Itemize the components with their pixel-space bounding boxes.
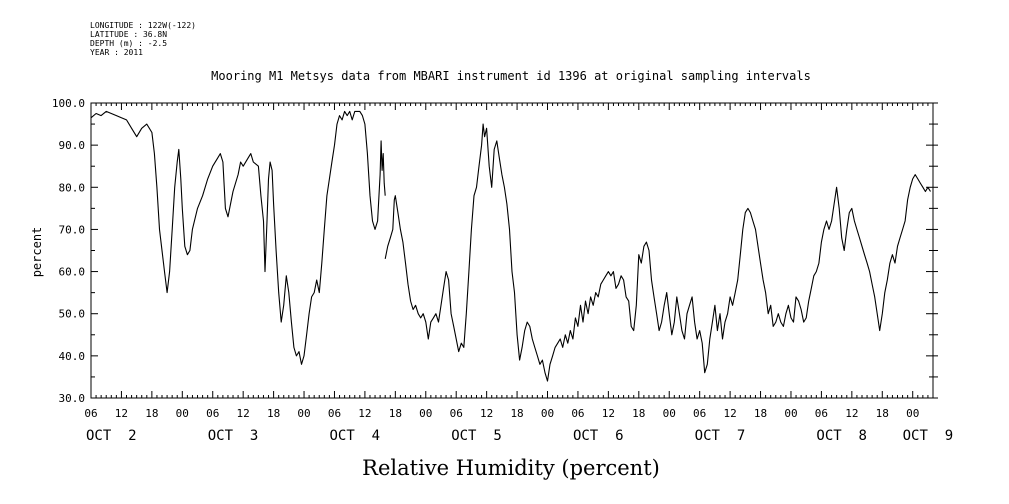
x-tick-label: 18 (267, 407, 280, 420)
x-day-label: OCT 5 (451, 428, 502, 444)
x-axis-label: Relative Humidity (percent) (362, 456, 660, 480)
x-tick-label: 12 (723, 407, 736, 420)
humidity-series-line (90, 110, 386, 365)
x-day-label: OCT 4 (329, 428, 380, 444)
y-axis-label: percent (30, 227, 44, 278)
x-tick-label: 00 (784, 407, 797, 420)
x-tick-label: 12 (602, 407, 615, 420)
x-day-label: OCT 7 (695, 428, 746, 444)
x-axis: 06 12 18 00 06 12 18 00 06 12 18 00 06 12 18 00 06 12 18 00… (84, 103, 953, 444)
x-tick-label: 06 (328, 407, 341, 420)
x-tick-label: 00 (906, 407, 919, 420)
longitude-label: LONGITUDE : 122W(-122) (90, 21, 196, 30)
year-label: YEAR : 2011 (90, 48, 143, 57)
latitude-label: LATITUDE : 36.8N (90, 30, 168, 39)
x-tick-label: 06 (693, 407, 706, 420)
x-tick-label: 00 (176, 407, 189, 420)
x-tick-label: 00 (663, 407, 676, 420)
x-tick-label: 18 (145, 407, 158, 420)
x-tick-label: 12 (115, 407, 128, 420)
x-tick-label: 06 (571, 407, 584, 420)
x-day-label: OCT 2 (86, 428, 137, 444)
x-tick-label: 12 (358, 407, 371, 420)
x-tick-label: 18 (876, 407, 889, 420)
y-tick-label: 70.0 (59, 223, 86, 236)
metadata-block: LONGITUDE : 122W(-122) LATITUDE : 36.8N … (90, 21, 196, 57)
y-tick-label: 90.0 (59, 139, 86, 152)
x-day-label: OCT 3 (208, 428, 259, 444)
x-day-label: OCT 8 (816, 428, 867, 444)
y-tick-label: 40.0 (59, 350, 86, 363)
x-tick-label: 00 (541, 407, 554, 420)
x-tick-label: 12 (237, 407, 250, 420)
x-tick-label: 06 (206, 407, 219, 420)
x-tick-label: 12 (480, 407, 493, 420)
x-tick-label: 12 (845, 407, 858, 420)
x-tick-label: 18 (754, 407, 767, 420)
x-tick-label: 06 (815, 407, 828, 420)
chart-title: Mooring M1 Metsys data from MBARI instru… (211, 69, 811, 83)
humidity-series-line (384, 123, 931, 382)
x-tick-label: 00 (419, 407, 432, 420)
y-tick-label: 60.0 (59, 266, 86, 279)
y-tick-label: 50.0 (59, 308, 86, 321)
x-tick-label: 18 (510, 407, 523, 420)
y-tick-label: 100.0 (52, 97, 85, 110)
depth-label: DEPTH (m) : -2.5 (90, 39, 168, 48)
y-tick-label: 80.0 (59, 181, 86, 194)
y-axis: 30.0 40.0 50.0 60.0 70.0 80.0 90.0 100.0 (52, 97, 938, 405)
plot-frame (90, 102, 934, 399)
x-tick-label: 18 (632, 407, 645, 420)
x-tick-label: 00 (297, 407, 310, 420)
x-day-label: OCT 6 (573, 428, 624, 444)
series-line (90, 110, 931, 382)
x-tick-label: 06 (84, 407, 97, 420)
y-tick-label: 30.0 (59, 392, 86, 405)
x-tick-label: 06 (450, 407, 463, 420)
x-day-label: OCT 9 (903, 428, 954, 444)
x-tick-label: 18 (389, 407, 402, 420)
